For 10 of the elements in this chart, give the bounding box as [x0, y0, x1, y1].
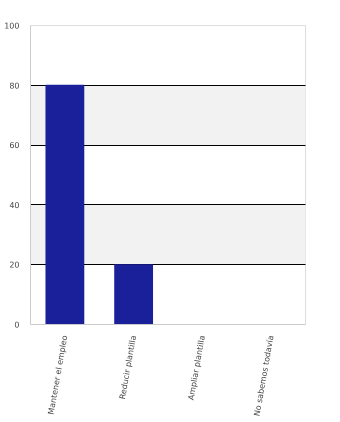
- y-tick-label: 100: [4, 22, 20, 30]
- y-tick-label: 40: [9, 200, 20, 210]
- y-tick-label: 80: [9, 81, 20, 90]
- y-tick-label: 0: [14, 320, 20, 330]
- x-tick-label: No sabemos todavía: [252, 334, 276, 417]
- x-tick-label: Ampliar plantilla: [186, 334, 207, 401]
- y-tick-label: 20: [9, 260, 20, 270]
- x-tick-label: Reducir plantilla: [118, 334, 138, 400]
- y-tick-label: 60: [9, 141, 20, 150]
- x-tick-label: Mantener el empleo: [46, 334, 70, 416]
